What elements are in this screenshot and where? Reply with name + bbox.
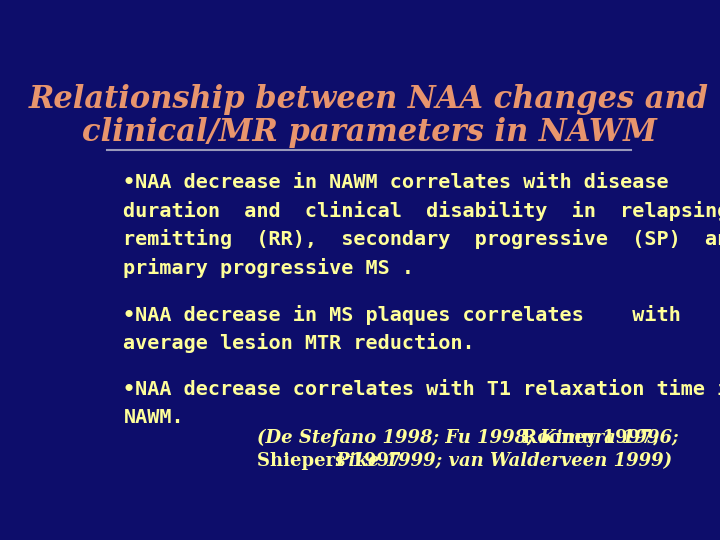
- Text: primary progressive MS .: primary progressive MS .: [124, 258, 415, 278]
- Text: Shiepers 1997: Shiepers 1997: [258, 453, 408, 470]
- Text: •NAA decrease in NAWM correlates with disease: •NAA decrease in NAWM correlates with di…: [124, 173, 669, 192]
- Text: duration  and  clinical  disability  in  relapsing-: duration and clinical disability in rela…: [124, 201, 720, 221]
- Text: Relationship between NAA changes and: Relationship between NAA changes and: [29, 84, 709, 114]
- Text: (De Stefano 1998; Fu 1998; Kimura 1996;: (De Stefano 1998; Fu 1998; Kimura 1996;: [258, 429, 679, 447]
- Text: Pike 1999; van Walderveen 1999): Pike 1999; van Walderveen 1999): [336, 453, 672, 470]
- Text: clinical/MR parameters in NAWM: clinical/MR parameters in NAWM: [81, 117, 657, 148]
- Text: •NAA decrease correlates with T1 relaxation time in: •NAA decrease correlates with T1 relaxat…: [124, 380, 720, 399]
- Text: remitting  (RR),  secondary  progressive  (SP)  and: remitting (RR), secondary progressive (S…: [124, 230, 720, 249]
- Text: •NAA decrease in MS plaques correlates    with: •NAA decrease in MS plaques correlates w…: [124, 305, 681, 325]
- Text: average lesion MTR reduction.: average lesion MTR reduction.: [124, 333, 475, 353]
- Text: NAWM.: NAWM.: [124, 408, 184, 427]
- Text: Rooney 1997;: Rooney 1997;: [516, 429, 659, 447]
